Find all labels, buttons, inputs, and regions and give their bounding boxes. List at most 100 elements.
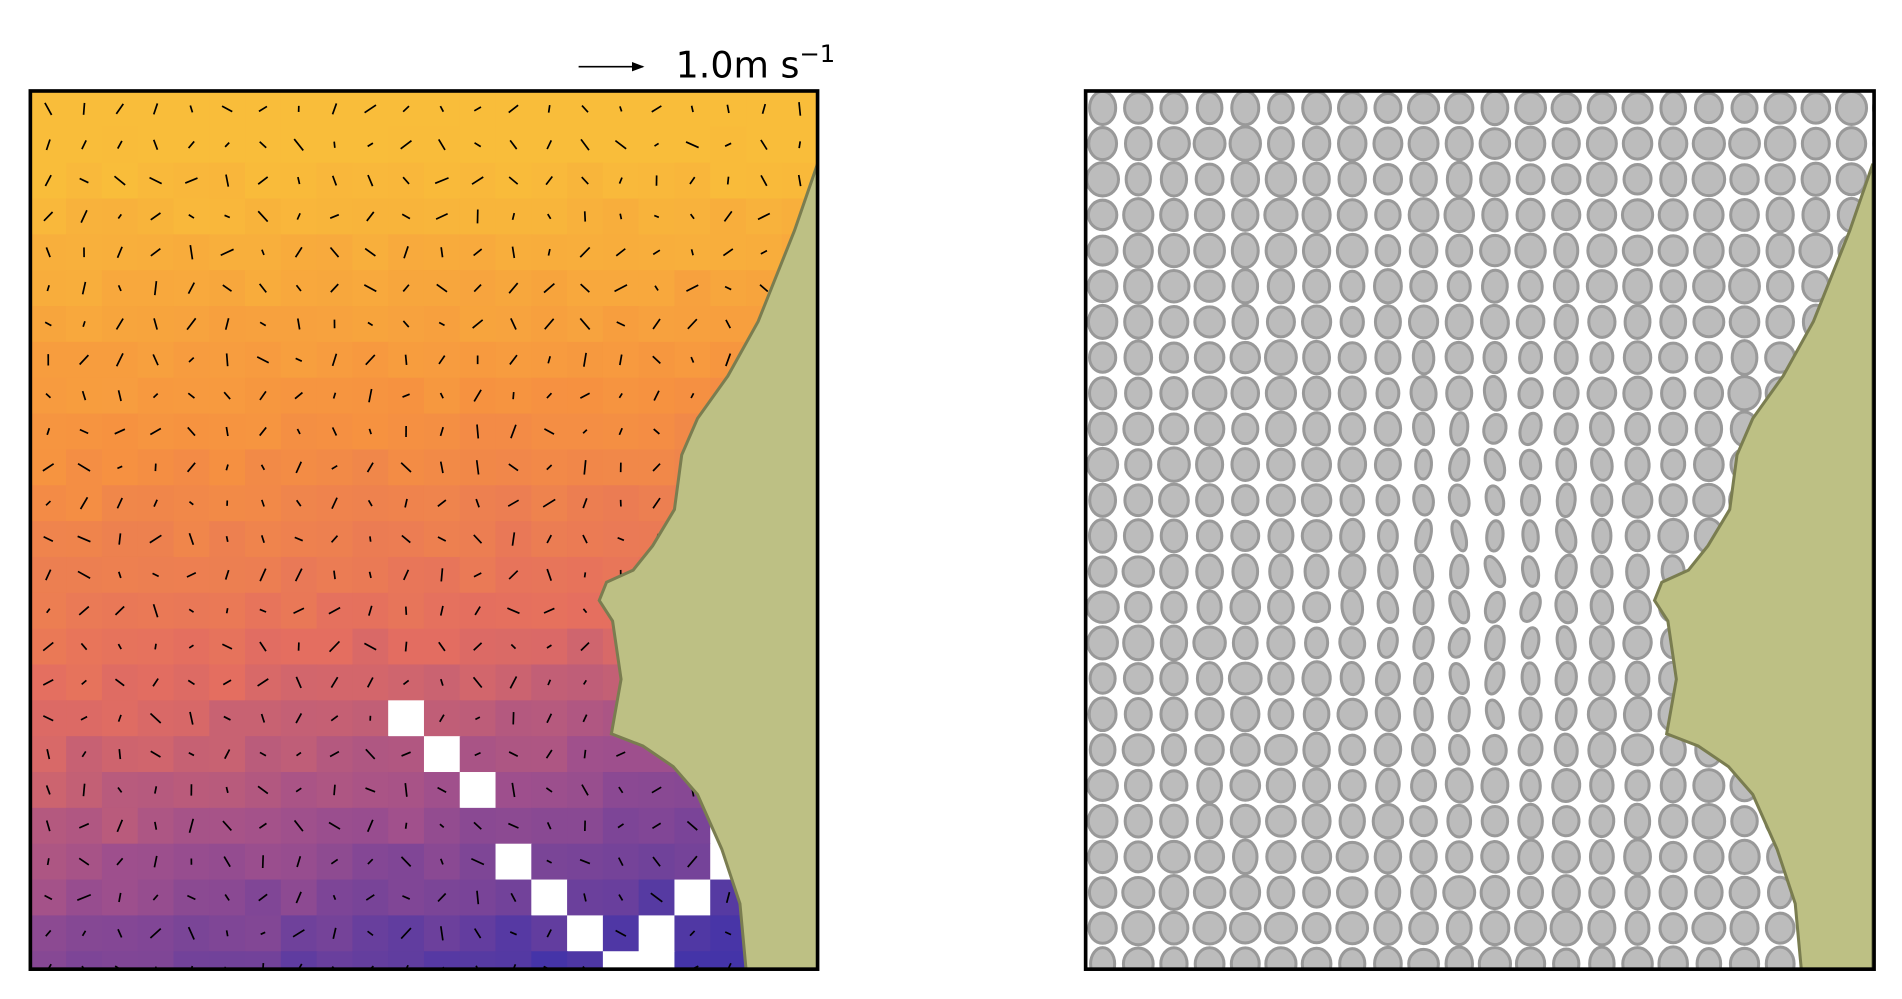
ellipse [1446,803,1473,839]
ellipse [1517,733,1544,767]
ellipse [1337,125,1368,162]
velocity-arrow [761,103,767,114]
velocity-arrow [618,354,623,366]
ellipse [1159,518,1189,554]
velocity-arrow [727,962,732,970]
velocity-arrow [188,818,195,833]
velocity-arrow [82,102,86,115]
velocity-arrow [404,822,408,829]
velocity-arrow [400,462,412,473]
ellipse [1445,840,1474,874]
velocity-arrow [80,715,88,721]
ellipse [1553,732,1579,768]
ellipse [1873,661,1875,696]
ellipse [1086,303,1119,340]
velocity-arrow [150,247,161,257]
ellipse [1192,126,1227,161]
ellipse [1407,304,1440,340]
ellipse [1622,340,1653,375]
velocity-arrow [114,965,122,970]
velocity-arrow [512,963,517,970]
ellipse [1123,126,1153,162]
velocity-arrow [618,393,623,399]
velocity-arrow [546,140,553,150]
ellipse [1835,162,1868,197]
ellipse [1087,411,1118,447]
velocity-arrow [546,392,553,399]
velocity-arrow [329,246,340,258]
velocity-arrow [618,177,623,184]
ellipse [1122,197,1155,233]
ellipse [1123,483,1154,518]
velocity-arrow [152,894,159,901]
velocity-arrow [583,572,587,578]
velocity-arrow [367,174,374,187]
velocity-arrow [368,605,373,616]
velocity-arrow [508,282,519,294]
velocity-arrow [581,176,589,185]
ellipse [1267,518,1295,554]
velocity-arrow [440,678,444,686]
ellipse [1265,767,1297,804]
ellipse [1302,767,1332,804]
ellipse [1872,590,1875,625]
velocity-arrow [652,497,661,509]
ellipse [1450,519,1469,553]
ellipse [1444,125,1474,162]
cell [316,951,354,970]
ellipse [1518,411,1543,447]
velocity-arrow [225,174,230,187]
velocity-arrow [45,392,52,399]
ellipse [1301,912,1332,945]
velocity-arrow [404,783,408,797]
velocity-arrow [333,141,336,148]
velocity-arrow [188,644,194,649]
ellipse [1301,839,1333,875]
ellipse [1658,341,1689,374]
ellipse [1447,696,1471,733]
velocity-arrow [76,893,92,901]
ellipse [1448,447,1471,482]
ellipse [1478,127,1512,160]
cell [30,951,67,970]
ellipse [1193,232,1226,269]
ellipse [1553,412,1579,446]
velocity-arrow [82,783,86,797]
velocity-arrow [154,786,158,794]
ellipse [1086,625,1119,661]
velocity-arrow [186,462,196,473]
velocity-arrow [653,390,660,401]
velocity-arrow [332,392,337,399]
ellipse [1336,198,1368,232]
ellipse [1479,233,1511,268]
ellipse [1482,374,1507,412]
velocity-arrow [476,424,480,439]
velocity-arrow [114,428,126,435]
ellipse [1231,268,1260,305]
velocity-arrow [690,965,699,970]
velocity-arrow [295,891,302,904]
velocity-arrow [547,213,552,220]
ellipse [1479,910,1511,947]
velocity-arrow [546,929,552,938]
velocity-arrow [154,643,157,650]
velocity-arrow [547,679,552,686]
ellipse [1411,339,1436,376]
velocity-arrow [439,858,444,865]
ellipse [1301,125,1332,162]
ellipse [1087,555,1118,588]
ellipse [1800,126,1831,161]
velocity-arrow [224,214,231,219]
velocity-arrow [368,428,372,435]
ellipse [1550,163,1582,196]
velocity-panel [30,90,818,970]
ellipse [1693,839,1725,875]
velocity-arrow [368,571,372,579]
velocity-arrow [439,461,444,474]
ellipse [1231,625,1259,661]
velocity-arrow [294,246,303,258]
velocity-arrow [726,104,730,114]
ellipse [1589,768,1615,803]
ellipse [1375,377,1401,410]
velocity-arrow [295,284,302,292]
